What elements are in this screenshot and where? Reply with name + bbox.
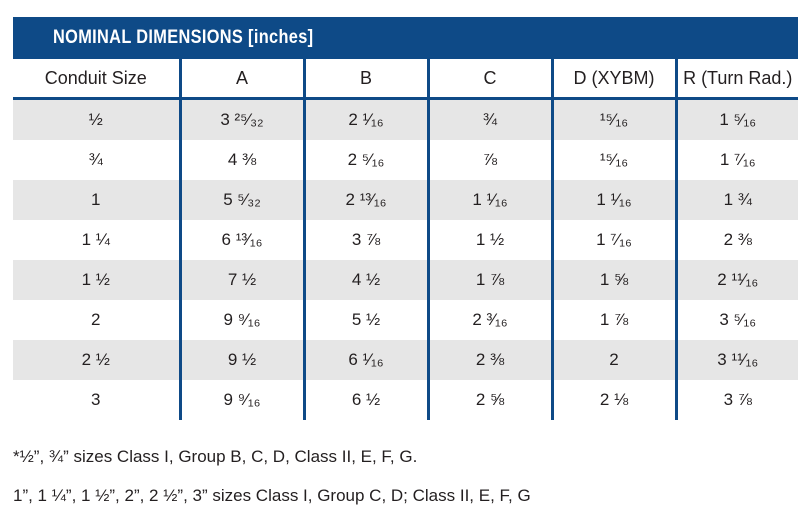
cell-c: 1 ⅞ bbox=[428, 260, 554, 300]
cell-c: 1 ½ bbox=[428, 220, 554, 260]
cell-c: 2 ³⁄₁₆ bbox=[428, 300, 554, 340]
header-b: B bbox=[304, 59, 430, 100]
header-a: A bbox=[180, 59, 306, 100]
cell-a: 9 ⁹⁄₁₆ bbox=[180, 380, 306, 420]
cell-a: 6 ¹³⁄₁₆ bbox=[180, 220, 306, 260]
dimensions-table-container: NOMINAL DIMENSIONS [inches] Conduit Size… bbox=[13, 17, 798, 420]
cell-a: 4 ⅜ bbox=[180, 140, 306, 180]
cell-b: 2 ¹³⁄₁₆ bbox=[304, 180, 430, 220]
cell-conduit-size: 2 bbox=[13, 300, 182, 340]
table-row: 1 ¼ 6 ¹³⁄₁₆ 3 ⅞ 1 ½ 1 ⁷⁄₁₆ 2 ⅜ bbox=[13, 220, 798, 260]
cell-a: 7 ½ bbox=[180, 260, 306, 300]
cell-r: 3 ¹¹⁄₁₆ bbox=[676, 340, 798, 380]
table-title: NOMINAL DIMENSIONS [inches] bbox=[53, 27, 314, 48]
cell-c: ⅞ bbox=[428, 140, 554, 180]
table-title-bar: NOMINAL DIMENSIONS [inches] bbox=[13, 17, 798, 59]
cell-a: 3 ²⁵⁄₃₂ bbox=[180, 98, 306, 140]
table-row: 3 9 ⁹⁄₁₆ 6 ½ 2 ⅝ 2 ⅛ 3 ⅞ bbox=[13, 380, 798, 420]
cell-c: ¾ bbox=[428, 98, 554, 140]
cell-c: 2 ⅝ bbox=[428, 380, 554, 420]
cell-conduit-size: 2 ½ bbox=[13, 340, 182, 380]
cell-d: 2 bbox=[552, 340, 678, 380]
dimensions-table: Conduit Size A B C D (XYBM) R (Turn Rad.… bbox=[13, 59, 798, 420]
footnote-class-groups-small: *½”, ¾” sizes Class I, Group B, C, D, Cl… bbox=[13, 447, 418, 466]
header-conduit-size: Conduit Size bbox=[13, 59, 182, 100]
header-row: Conduit Size A B C D (XYBM) R (Turn Rad.… bbox=[13, 59, 798, 100]
cell-r: 2 ¹¹⁄₁₆ bbox=[676, 260, 798, 300]
cell-a: 9 ½ bbox=[180, 340, 306, 380]
header-c: C bbox=[428, 59, 554, 100]
cell-conduit-size: 3 bbox=[13, 380, 182, 420]
cell-r: 3 ⅞ bbox=[676, 380, 798, 420]
cell-r: 3 ⁵⁄₁₆ bbox=[676, 300, 798, 340]
cell-r: 2 ⅜ bbox=[676, 220, 798, 260]
table-row: 2 ½ 9 ½ 6 ¹⁄₁₆ 2 ⅜ 2 3 ¹¹⁄₁₆ bbox=[13, 340, 798, 380]
cell-d: 2 ⅛ bbox=[552, 380, 678, 420]
cell-c: 1 ¹⁄₁₆ bbox=[428, 180, 554, 220]
cell-b: 2 ¹⁄₁₆ bbox=[304, 98, 430, 140]
cell-b: 5 ½ bbox=[304, 300, 430, 340]
table-body: ½ 3 ²⁵⁄₃₂ 2 ¹⁄₁₆ ¾ ¹⁵⁄₁₆ 1 ⁵⁄₁₆ ¾ 4 ⅜ 2 … bbox=[13, 98, 798, 420]
cell-a: 5 ⁵⁄₃₂ bbox=[180, 180, 306, 220]
cell-b: 6 ¹⁄₁₆ bbox=[304, 340, 430, 380]
cell-conduit-size: ¾ bbox=[13, 140, 182, 180]
table-row: 1 ½ 7 ½ 4 ½ 1 ⅞ 1 ⅝ 2 ¹¹⁄₁₆ bbox=[13, 260, 798, 300]
table-row: ¾ 4 ⅜ 2 ⁵⁄₁₆ ⅞ ¹⁵⁄₁₆ 1 ⁷⁄₁₆ bbox=[13, 140, 798, 180]
table-row: ½ 3 ²⁵⁄₃₂ 2 ¹⁄₁₆ ¾ ¹⁵⁄₁₆ 1 ⁵⁄₁₆ bbox=[13, 98, 798, 140]
cell-a: 9 ⁹⁄₁₆ bbox=[180, 300, 306, 340]
cell-conduit-size: 1 ½ bbox=[13, 260, 182, 300]
cell-r: 1 ⁷⁄₁₆ bbox=[676, 140, 798, 180]
cell-b: 2 ⁵⁄₁₆ bbox=[304, 140, 430, 180]
table-row: 2 9 ⁹⁄₁₆ 5 ½ 2 ³⁄₁₆ 1 ⅞ 3 ⁵⁄₁₆ bbox=[13, 300, 798, 340]
cell-d: ¹⁵⁄₁₆ bbox=[552, 98, 678, 140]
cell-c: 2 ⅜ bbox=[428, 340, 554, 380]
cell-conduit-size: 1 ¼ bbox=[13, 220, 182, 260]
cell-d: 1 ⅝ bbox=[552, 260, 678, 300]
cell-b: 3 ⅞ bbox=[304, 220, 430, 260]
cell-r: 1 ⁵⁄₁₆ bbox=[676, 98, 798, 140]
header-r: R (Turn Rad.) bbox=[676, 59, 798, 100]
footnote-class-groups-large: 1”, 1 ¼”, 1 ½”, 2”, 2 ½”, 3” sizes Class… bbox=[13, 486, 531, 505]
cell-b: 6 ½ bbox=[304, 380, 430, 420]
cell-b: 4 ½ bbox=[304, 260, 430, 300]
cell-d: ¹⁵⁄₁₆ bbox=[552, 140, 678, 180]
cell-d: 1 ⅞ bbox=[552, 300, 678, 340]
cell-conduit-size: 1 bbox=[13, 180, 182, 220]
table-row: 1 5 ⁵⁄₃₂ 2 ¹³⁄₁₆ 1 ¹⁄₁₆ 1 ¹⁄₁₆ 1 ¾ bbox=[13, 180, 798, 220]
cell-d: 1 ¹⁄₁₆ bbox=[552, 180, 678, 220]
cell-d: 1 ⁷⁄₁₆ bbox=[552, 220, 678, 260]
cell-conduit-size: ½ bbox=[13, 98, 182, 140]
cell-r: 1 ¾ bbox=[676, 180, 798, 220]
header-d: D (XYBM) bbox=[552, 59, 678, 100]
